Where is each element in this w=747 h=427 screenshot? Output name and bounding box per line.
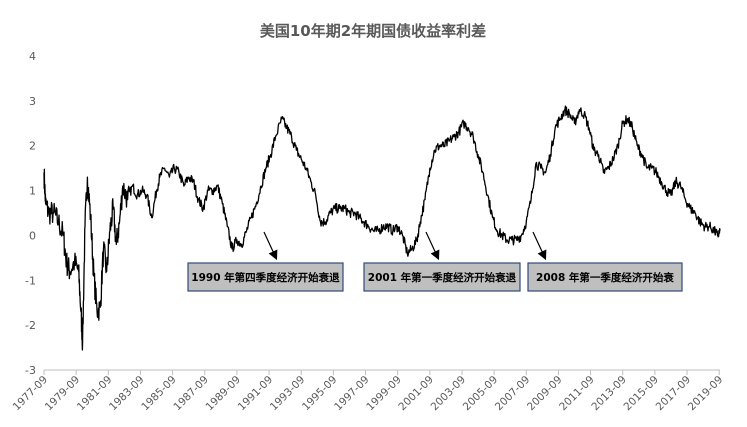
annotation-arrow <box>532 231 547 261</box>
y-tick-label: 2 <box>29 140 36 153</box>
y-tick-label: 4 <box>29 50 36 63</box>
annotation-box <box>363 262 521 292</box>
x-tick-label: 2019-09 <box>686 374 726 414</box>
y-tick-label: 1 <box>29 185 36 198</box>
y-tick-label: -2 <box>25 319 36 332</box>
annotation-label: 2008 年第一季度经济开始衰 <box>536 271 674 284</box>
annotation-box <box>187 262 344 292</box>
annotation-label: 2001 年第一季度经济开始衰退 <box>368 271 517 284</box>
chart-title: 美国10年期2年期国债收益率利差 <box>260 22 486 40</box>
y-axis-ticks: 4 3 2 1 0 -1 -2 -3 <box>25 50 36 377</box>
annotation-arrow <box>425 231 440 261</box>
annotation-box <box>527 262 683 292</box>
y-tick-label: 0 <box>29 229 36 242</box>
y-tick-label: 3 <box>29 95 36 108</box>
x-axis: 1977-091979-091981-091983-091985-091987-… <box>11 369 726 414</box>
annotation-label: 1990 年第四季度经济开始衰退 <box>191 271 340 284</box>
y-tick-label: -1 <box>25 274 36 287</box>
y-tick-label: -3 <box>25 364 36 377</box>
annotation-layer: 1990 年第四季度经济开始衰退 2001 年第一季度经济开始衰退 2008 年第一… <box>187 231 683 292</box>
series-layer <box>43 105 721 351</box>
spread-series-line <box>43 105 721 351</box>
annotation-arrow <box>263 231 278 261</box>
